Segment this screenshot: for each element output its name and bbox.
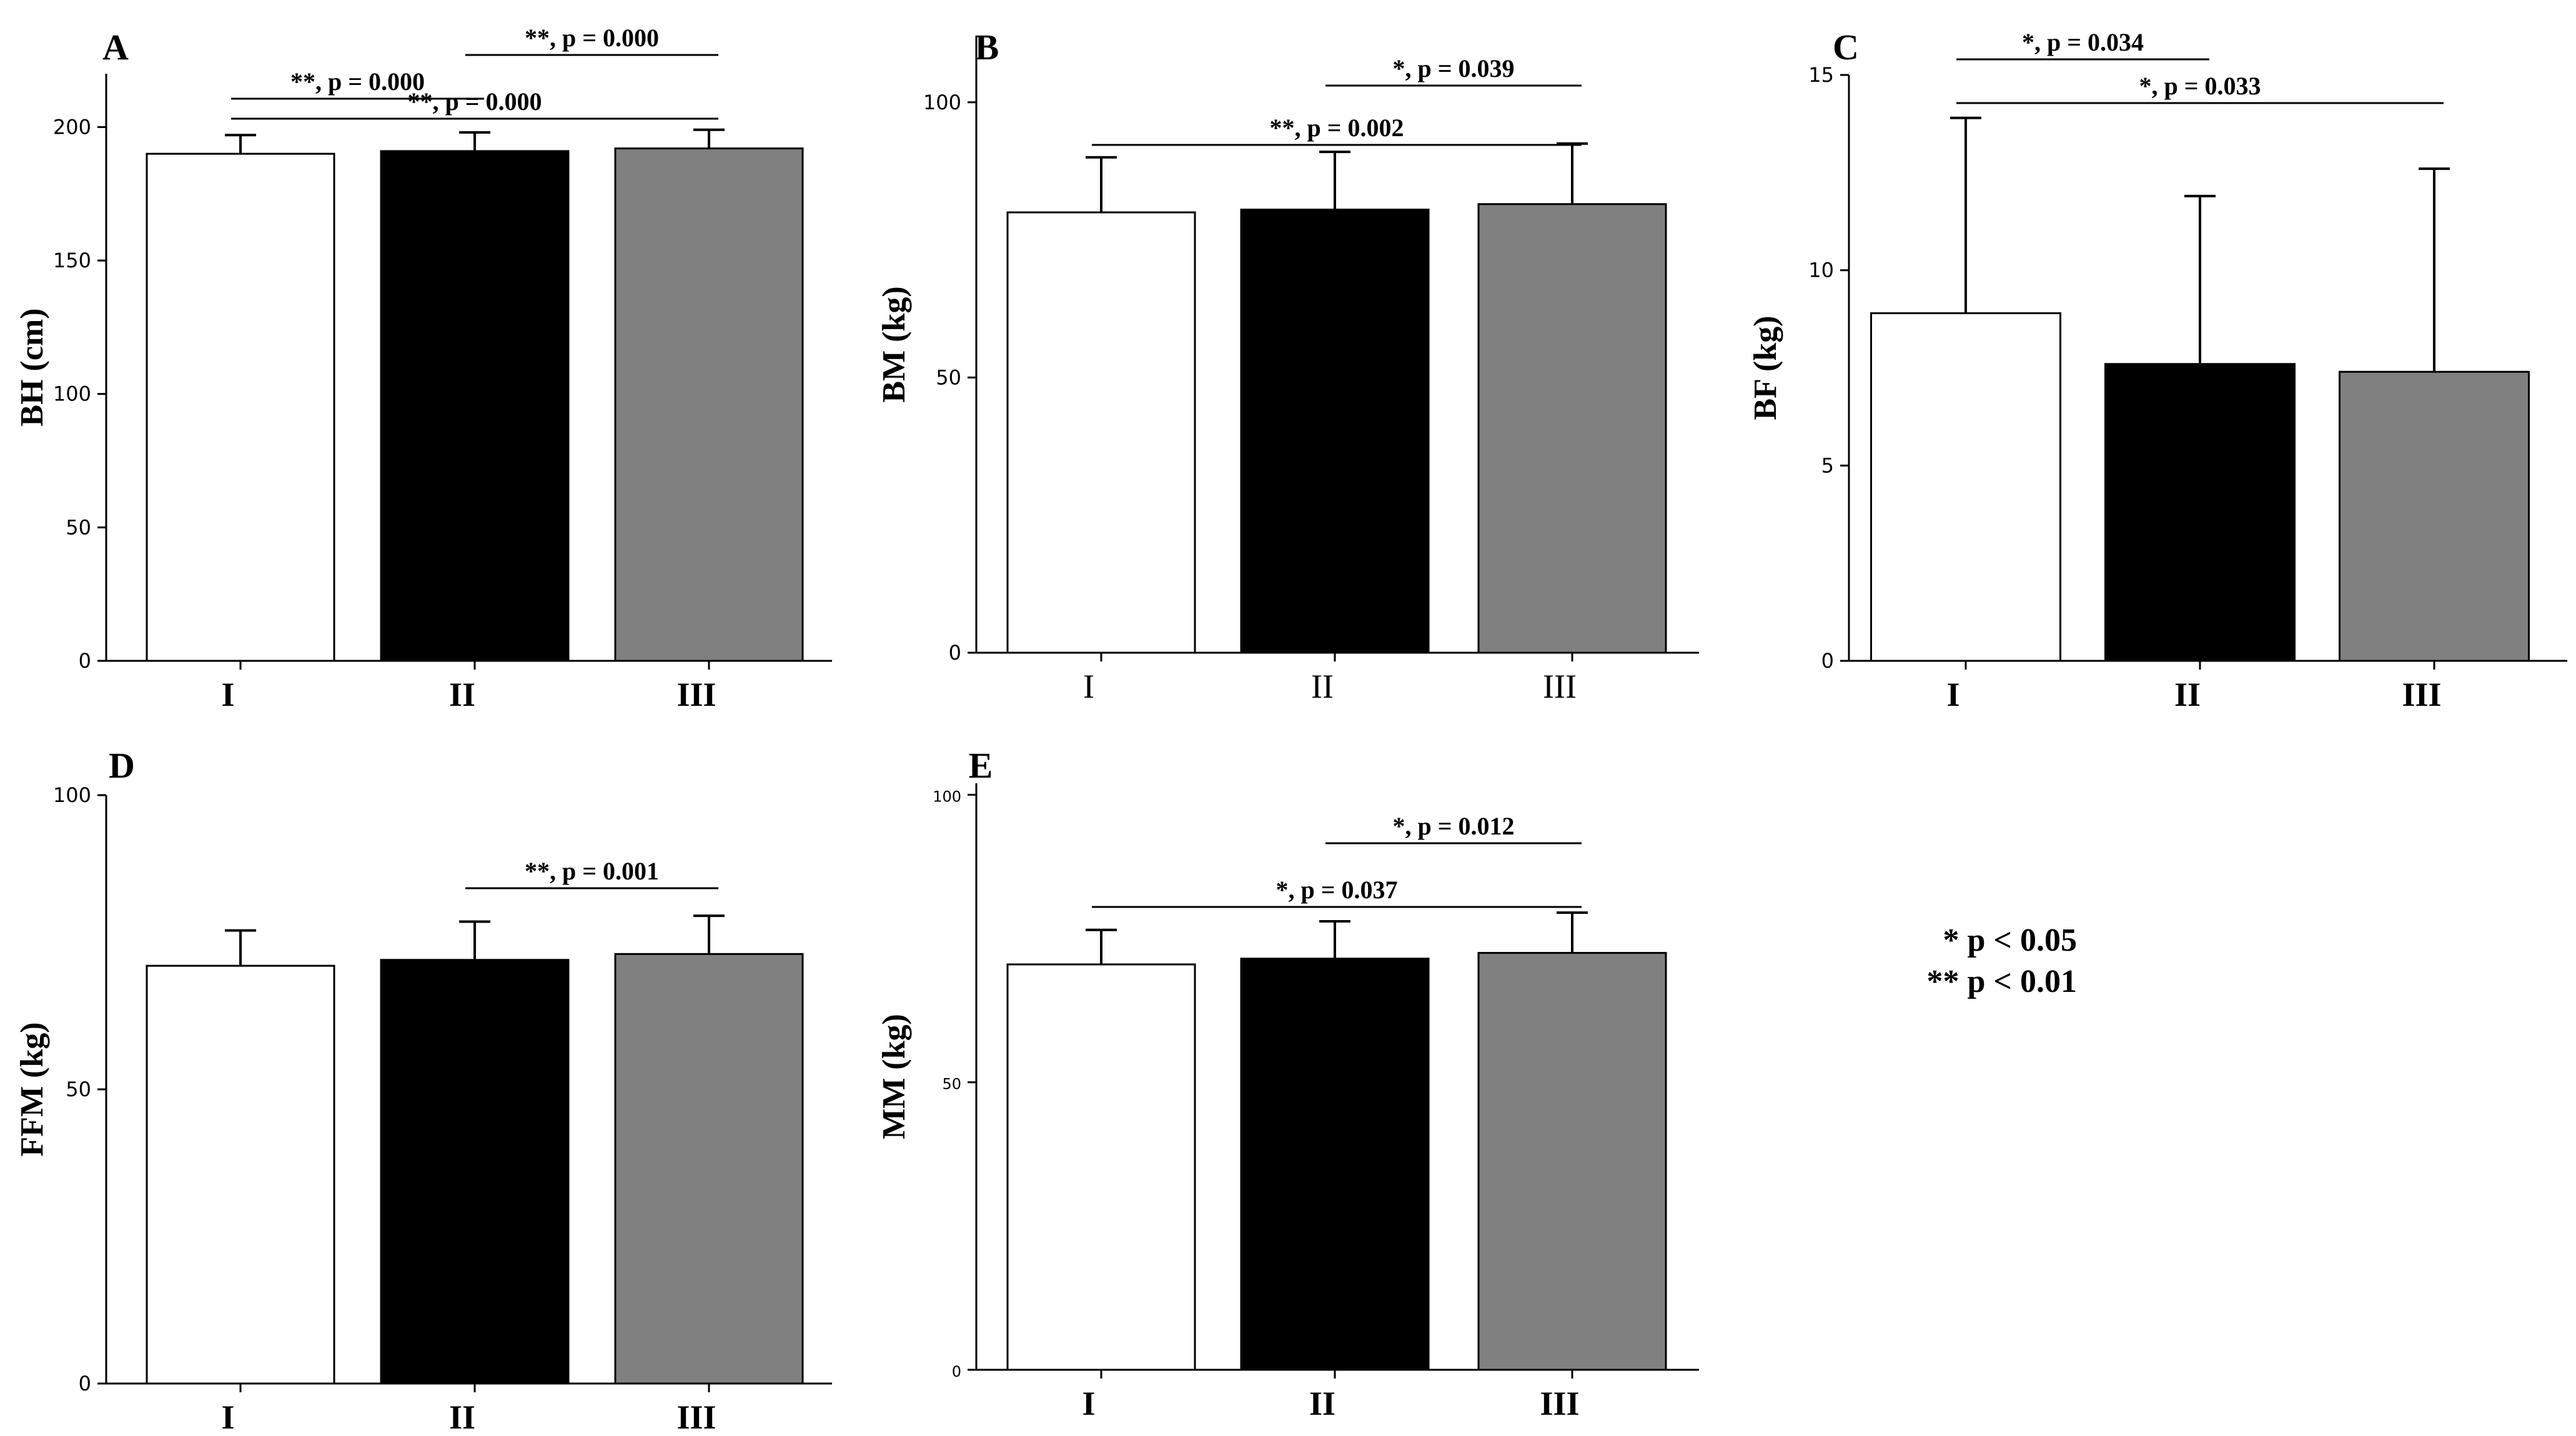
panel-letter: D — [109, 745, 135, 786]
y-tick-label: 5 — [1821, 453, 1834, 477]
bar-i — [146, 964, 335, 1385]
significance-label: **, p = 0.001 — [525, 857, 659, 885]
x-tick-label-iii: III — [1540, 1385, 1579, 1422]
significance-label: **, p = 0.000 — [290, 67, 425, 96]
y-tick-label: 50 — [942, 1076, 961, 1093]
bar-ii — [2104, 363, 2296, 662]
panel-letter: B — [975, 27, 999, 67]
panel-letter: E — [969, 745, 993, 786]
bar-iii — [614, 147, 804, 662]
significance-label: **, p = 0.002 — [1269, 114, 1404, 142]
bar-iii — [614, 953, 804, 1385]
bar-ii — [1240, 958, 1430, 1371]
panel-letter: A — [102, 27, 129, 67]
bar-i — [1006, 963, 1196, 1371]
x-tick-label-ii: II — [449, 1399, 475, 1436]
bar-ii — [380, 150, 570, 662]
x-tick-label-iii: III — [1543, 668, 1577, 705]
y-tick-label: 100 — [923, 91, 961, 114]
bar-iii — [1477, 952, 1667, 1371]
y-tick-label: 100 — [53, 382, 91, 406]
x-tick-label-i: I — [1083, 668, 1094, 705]
y-tick-label: 0 — [1821, 649, 1834, 673]
y-axis-label: FFM (kg) — [14, 1022, 50, 1156]
x-tick-label-ii: II — [1311, 668, 1334, 705]
significance-label: *, p = 0.034 — [2022, 28, 2144, 56]
y-tick-label: 10 — [1808, 259, 1834, 282]
legend-line-p001: ** p < 0.01 — [1926, 964, 2077, 999]
bar-i — [146, 152, 335, 662]
x-tick-label-ii: II — [1309, 1385, 1335, 1422]
y-tick-label: 50 — [66, 515, 91, 539]
x-tick-label-i: I — [1946, 676, 1959, 713]
significance-label: **, p = 0.000 — [525, 24, 659, 52]
x-tick-label-iii: III — [676, 676, 716, 713]
x-tick-label-i: I — [1082, 1385, 1095, 1422]
y-tick-label: 200 — [53, 115, 91, 139]
y-tick-label: 0 — [949, 641, 961, 665]
bar-iii — [2339, 370, 2530, 662]
bar-i — [1006, 211, 1196, 654]
x-tick-label-iii: III — [2402, 676, 2441, 713]
x-tick-label-i: I — [221, 676, 234, 713]
y-tick-label: 100 — [933, 788, 961, 805]
significance-label: *, p = 0.039 — [1392, 54, 1514, 82]
bar-ii — [1240, 209, 1430, 654]
y-axis-label: MM (kg) — [876, 1014, 912, 1139]
x-tick-label-ii: II — [449, 676, 475, 713]
y-tick-label: 100 — [53, 783, 91, 807]
significance-legend: * p < 0.05 ** p < 0.01 — [1926, 923, 2077, 999]
y-tick-label: 50 — [936, 365, 961, 389]
panel-letter: C — [1833, 27, 1859, 67]
y-axis-label: BH (cm) — [14, 308, 50, 426]
bar-ii — [380, 959, 570, 1385]
significance-label: *, p = 0.033 — [2139, 72, 2261, 100]
legend-line-p005: * p < 0.05 — [1943, 923, 2077, 958]
y-axis-label: BF (kg) — [1748, 315, 1783, 420]
significance-label: **, p = 0.000 — [407, 87, 542, 116]
y-tick-label: 0 — [952, 1363, 961, 1380]
y-axis-label: BM (kg) — [876, 286, 912, 402]
significance-label: *, p = 0.012 — [1392, 812, 1514, 840]
x-tick-label-iii: III — [676, 1399, 716, 1436]
y-tick-label: 0 — [79, 649, 91, 673]
y-tick-label: 0 — [79, 1372, 91, 1395]
y-tick-label: 50 — [66, 1077, 91, 1101]
significance-label: *, p = 0.037 — [1276, 876, 1397, 904]
y-tick-label: 15 — [1808, 63, 1834, 87]
y-tick-label: 150 — [53, 249, 91, 272]
x-tick-label-i: I — [221, 1399, 234, 1436]
x-tick-label-ii: II — [2174, 676, 2201, 713]
bar-iii — [1477, 203, 1667, 654]
bar-i — [1870, 312, 2061, 662]
